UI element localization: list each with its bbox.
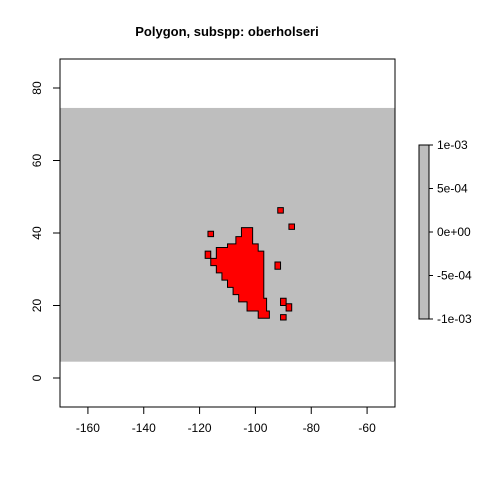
legend-colorbar — [418, 144, 430, 320]
range-polygon — [280, 314, 287, 321]
polygon-layer — [204, 207, 295, 321]
range-polygon — [285, 303, 293, 312]
range-polygon — [210, 227, 270, 319]
legend-tick-label: 0e+00 — [437, 225, 471, 239]
x-tick-label: -60 — [358, 421, 376, 435]
range-polygon — [204, 250, 212, 259]
legend-tick-label: -1e-03 — [437, 312, 472, 326]
y-tick-label: 40 — [30, 226, 44, 240]
range-polygon — [274, 261, 282, 270]
x-tick-label: -160 — [76, 421, 100, 435]
raster-layer — [60, 107, 395, 362]
range-polygon — [277, 207, 284, 214]
x-tick-label: -120 — [188, 421, 212, 435]
range-polygon — [288, 223, 295, 230]
y-axis: 0 20 40 60 80 — [30, 81, 61, 381]
x-axis: -160 -140 -120 -100 -80 -60 — [76, 406, 376, 435]
range-polygon — [280, 297, 287, 306]
y-tick-label: 20 — [30, 299, 44, 313]
range-polygon — [207, 230, 215, 238]
x-tick-label: -80 — [303, 421, 321, 435]
chart-title: Polygon, subspp: oberholseri — [135, 24, 318, 39]
raster-band — [60, 107, 395, 362]
y-tick-label: 60 — [30, 154, 44, 168]
legend-tick-label: 1e-03 — [437, 138, 468, 152]
color-legend: -1e-03 -5e-04 0e+00 5e-04 1e-03 — [418, 138, 472, 326]
legend-tick-label: 5e-04 — [437, 182, 468, 196]
y-tick-label: 80 — [30, 81, 44, 95]
x-tick-label: -140 — [132, 421, 156, 435]
legend-tick-label: -5e-04 — [437, 269, 472, 283]
x-tick-label: -100 — [243, 421, 267, 435]
y-tick-label: 0 — [30, 374, 44, 381]
